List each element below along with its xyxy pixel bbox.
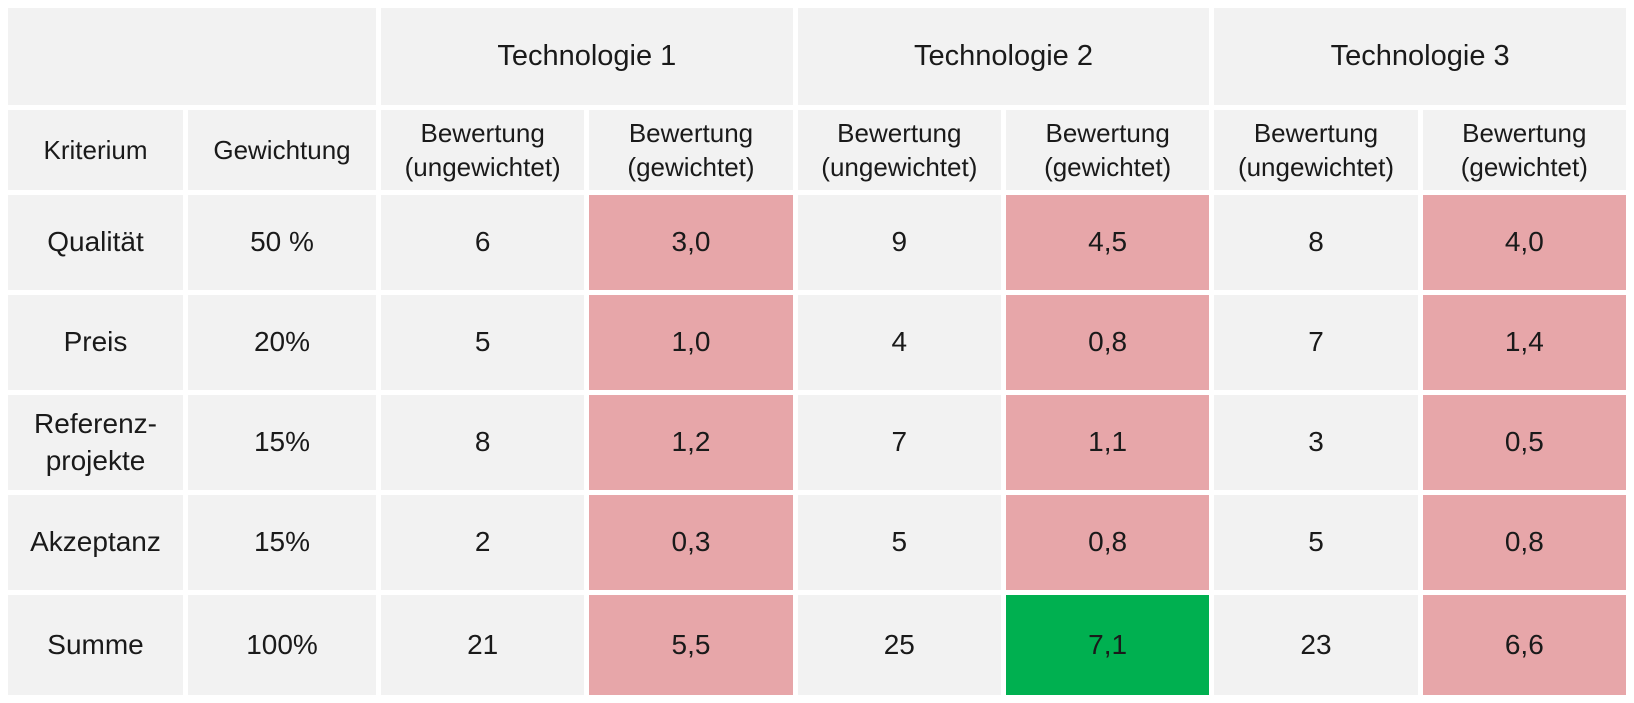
table-row-referenzprojekte: Referenz-projekte 15% 8 1,2 7 1,1 3 0,5 (8, 395, 1626, 490)
score-unweighted: 5 (797, 495, 1001, 590)
weighted-scoring-table: Technologie 1 Technologie 2 Technologie … (3, 3, 1631, 700)
col-header-t1-ungewichtet: Bewertung (ungewichtet) (381, 110, 585, 190)
table-row-summe: Summe 100% 21 5,5 25 7,1 23 6,6 (8, 595, 1626, 695)
score-weighted: 1,0 (589, 295, 793, 390)
criterion-label: Qualität (8, 195, 183, 290)
weight-value: 50 % (188, 195, 376, 290)
score-weighted: 1,1 (1005, 395, 1210, 490)
score-weighted: 0,8 (1005, 495, 1210, 590)
sum-unweighted: 25 (797, 595, 1001, 695)
col-header-t3-gewichtet: Bewertung (gewichtet) (1422, 110, 1626, 190)
table-row-preis: Preis 20% 5 1,0 4 0,8 7 1,4 (8, 295, 1626, 390)
weight-value: 100% (188, 595, 376, 695)
criterion-label: Preis (8, 295, 183, 390)
score-weighted: 1,2 (589, 395, 793, 490)
table-row-group-headers: Technologie 1 Technologie 2 Technologie … (8, 8, 1626, 105)
col-header-t3-ungewichtet: Bewertung (ungewichtet) (1214, 110, 1418, 190)
sum-unweighted: 21 (381, 595, 585, 695)
col-header-t2-gewichtet: Bewertung (gewichtet) (1005, 110, 1210, 190)
score-unweighted: 8 (381, 395, 585, 490)
sum-unweighted: 23 (1214, 595, 1418, 695)
col-header-gewichtung: Gewichtung (188, 110, 376, 190)
criterion-label: Akzeptanz (8, 495, 183, 590)
score-weighted: 1,4 (1422, 295, 1626, 390)
weight-value: 15% (188, 495, 376, 590)
col-header-t1-gewichtet: Bewertung (gewichtet) (589, 110, 793, 190)
score-weighted: 0,8 (1422, 495, 1626, 590)
score-unweighted: 7 (1214, 295, 1418, 390)
score-unweighted: 8 (1214, 195, 1418, 290)
table-row-column-headers: Kriterium Gewichtung Bewertung (ungewich… (8, 110, 1626, 190)
weight-value: 20% (188, 295, 376, 390)
col-header-t2-ungewichtet: Bewertung (ungewichtet) (797, 110, 1001, 190)
sum-weighted-winner: 7,1 (1005, 595, 1210, 695)
score-weighted: 0,8 (1005, 295, 1210, 390)
header-technologie-3: Technologie 3 (1214, 8, 1626, 105)
criterion-label: Summe (8, 595, 183, 695)
sum-weighted: 6,6 (1422, 595, 1626, 695)
weight-value: 15% (188, 395, 376, 490)
score-unweighted: 4 (797, 295, 1001, 390)
score-weighted: 0,5 (1422, 395, 1626, 490)
score-unweighted: 2 (381, 495, 585, 590)
score-weighted: 3,0 (589, 195, 793, 290)
sum-weighted: 5,5 (589, 595, 793, 695)
score-unweighted: 5 (381, 295, 585, 390)
score-unweighted: 3 (1214, 395, 1418, 490)
empty-corner-cell (8, 8, 376, 105)
score-weighted: 0,3 (589, 495, 793, 590)
table-row-akzeptanz: Akzeptanz 15% 2 0,3 5 0,8 5 0,8 (8, 495, 1626, 590)
criterion-label: Referenz-projekte (8, 395, 183, 490)
score-weighted: 4,0 (1422, 195, 1626, 290)
col-header-kriterium: Kriterium (8, 110, 183, 190)
score-unweighted: 7 (797, 395, 1001, 490)
header-technologie-1: Technologie 1 (381, 8, 793, 105)
score-unweighted: 5 (1214, 495, 1418, 590)
score-unweighted: 9 (797, 195, 1001, 290)
score-weighted: 4,5 (1005, 195, 1210, 290)
score-unweighted: 6 (381, 195, 585, 290)
header-technologie-2: Technologie 2 (797, 8, 1210, 105)
table-row-qualitaet: Qualität 50 % 6 3,0 9 4,5 8 4,0 (8, 195, 1626, 290)
